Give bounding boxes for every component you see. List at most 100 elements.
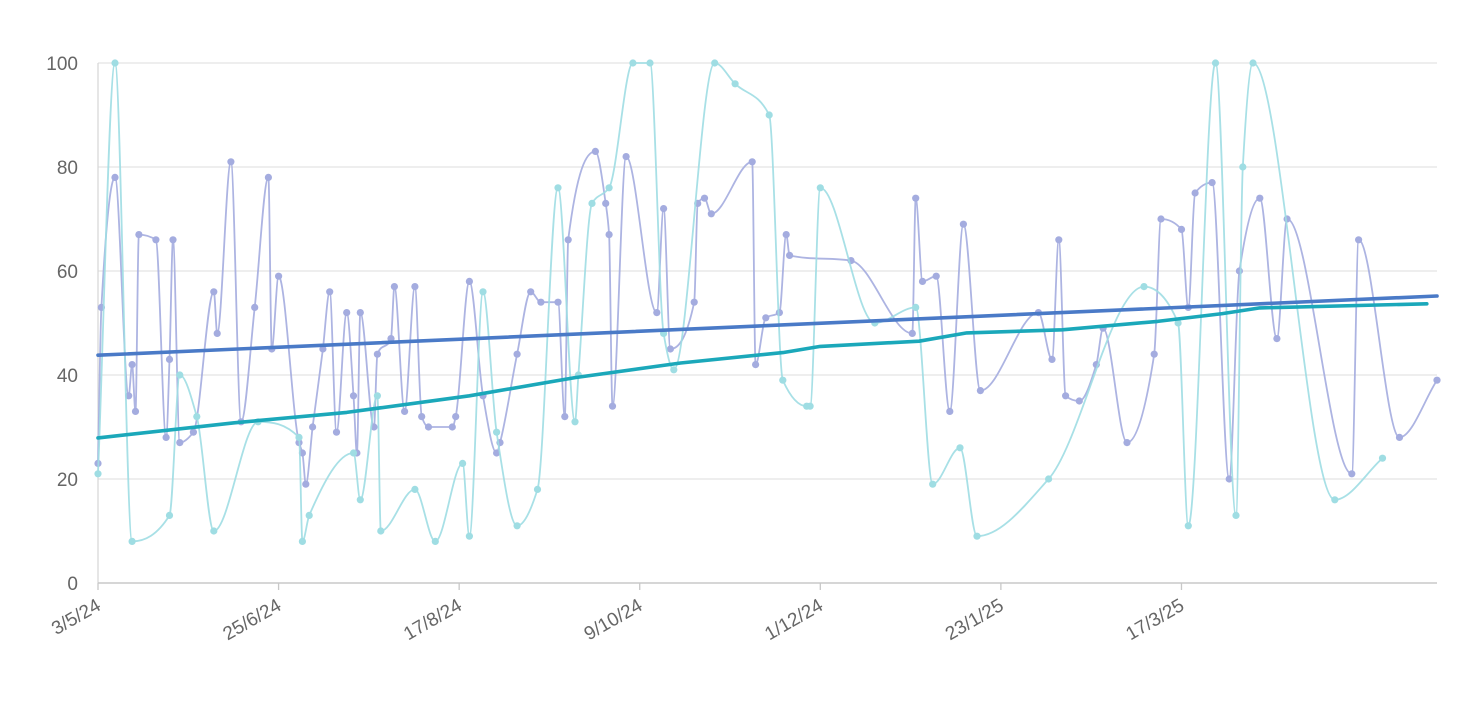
data-point-0-57 <box>653 309 661 317</box>
data-point-1-35 <box>779 376 787 384</box>
data-point-0-68 <box>782 231 790 239</box>
data-point-0-55 <box>608 402 617 410</box>
x-tick-label-5: 23/1/25 <box>942 595 1007 645</box>
data-point-0-27 <box>332 428 341 436</box>
data-point-0-33 <box>373 350 381 358</box>
data-point-0-94 <box>1256 194 1264 202</box>
data-point-0-73 <box>918 277 927 285</box>
data-point-1-27 <box>605 184 613 192</box>
data-point-0-6 <box>135 231 143 239</box>
data-point-0-97 <box>1348 470 1356 478</box>
data-point-0-59 <box>666 345 675 353</box>
y-tick-label-80: 80 <box>57 158 78 179</box>
data-point-1-9 <box>298 537 306 546</box>
data-point-1-44 <box>1045 475 1053 483</box>
axes <box>97 63 1437 590</box>
data-point-1-34 <box>765 111 773 119</box>
data-point-1-37 <box>806 402 814 410</box>
data-point-0-18 <box>264 173 272 181</box>
data-point-0-42 <box>465 277 473 285</box>
data-point-0-7 <box>152 236 160 244</box>
data-point-0-8 <box>162 433 170 441</box>
data-point-0-66 <box>762 314 770 322</box>
data-point-0-2 <box>111 173 119 181</box>
data-point-0-11 <box>176 439 184 447</box>
data-point-0-87 <box>1157 215 1165 223</box>
data-point-1-12 <box>356 496 364 504</box>
y-tick-label-0: 0 <box>67 574 78 595</box>
data-point-0-3 <box>125 392 133 400</box>
data-point-0-38 <box>418 413 426 421</box>
data-point-1-22 <box>533 485 542 493</box>
data-point-0-9 <box>165 355 174 363</box>
data-point-0-81 <box>1062 392 1070 400</box>
data-point-1-41 <box>929 480 937 488</box>
series-2 <box>96 294 1439 357</box>
data-point-1-53 <box>1378 454 1387 462</box>
data-point-1-3 <box>165 511 174 519</box>
gridlines <box>98 62 1437 480</box>
data-point-0-77 <box>976 387 985 395</box>
data-point-0-71 <box>908 329 916 337</box>
data-point-1-52 <box>1331 496 1339 504</box>
data-point-1-18 <box>465 532 473 540</box>
data-point-0-31 <box>356 309 364 317</box>
data-point-0-14 <box>213 329 221 337</box>
data-point-0-99 <box>1395 433 1404 441</box>
data-point-0-48 <box>537 298 545 306</box>
data-point-1-10 <box>305 511 313 519</box>
data-point-0-76 <box>959 220 968 228</box>
data-point-0-53 <box>602 199 610 207</box>
data-point-0-37 <box>411 283 419 291</box>
series-3 <box>96 302 1429 440</box>
data-point-0-54 <box>605 231 613 239</box>
data-point-1-40 <box>912 303 920 311</box>
data-point-0-28 <box>343 309 351 317</box>
y-tick-label-60: 60 <box>57 262 78 283</box>
data-point-1-6 <box>210 527 218 535</box>
data-point-0-23 <box>302 480 310 488</box>
data-point-0-58 <box>660 205 668 213</box>
data-point-1-16 <box>431 537 439 546</box>
x-tick-label-4: 1/12/24 <box>761 595 827 645</box>
data-point-0-12 <box>189 428 197 436</box>
data-point-0-56 <box>622 153 630 161</box>
data-point-0-29 <box>349 392 358 400</box>
data-point-0-92 <box>1225 475 1233 483</box>
data-point-1-48 <box>1211 59 1220 67</box>
data-point-0-85 <box>1123 439 1131 447</box>
data-point-0-60 <box>690 298 698 306</box>
data-point-0-36 <box>401 407 409 415</box>
data-point-1-46 <box>1174 319 1182 327</box>
data-point-0-82 <box>1075 397 1083 405</box>
data-point-1-17 <box>459 459 467 467</box>
data-point-1-15 <box>411 485 419 493</box>
data-point-0-47 <box>527 288 535 296</box>
data-point-0-5 <box>131 407 140 415</box>
data-point-1-0 <box>94 470 102 478</box>
data-point-0-20 <box>275 272 283 280</box>
data-point-1-20 <box>493 428 501 436</box>
data-point-1-47 <box>1184 522 1192 530</box>
y-tick-label-100: 100 <box>46 54 78 75</box>
y-tick-label-40: 40 <box>57 366 78 387</box>
trendline-3 <box>96 302 1429 440</box>
data-point-0-69 <box>786 251 794 259</box>
data-point-0-100 <box>1433 376 1441 384</box>
data-point-0-50 <box>561 413 569 421</box>
data-point-1-1 <box>111 59 119 67</box>
data-point-0-95 <box>1273 335 1281 343</box>
data-point-1-5 <box>193 413 201 421</box>
data-point-0-41 <box>452 413 460 421</box>
data-point-0-35 <box>390 283 398 291</box>
data-point-1-21 <box>513 522 521 530</box>
data-point-0-13 <box>210 288 218 296</box>
trendline-2 <box>96 294 1439 357</box>
data-point-0-65 <box>752 361 760 369</box>
data-point-0-44 <box>493 449 501 457</box>
data-point-1-49 <box>1232 511 1240 519</box>
data-point-1-24 <box>571 418 579 426</box>
data-point-1-13 <box>373 392 381 400</box>
